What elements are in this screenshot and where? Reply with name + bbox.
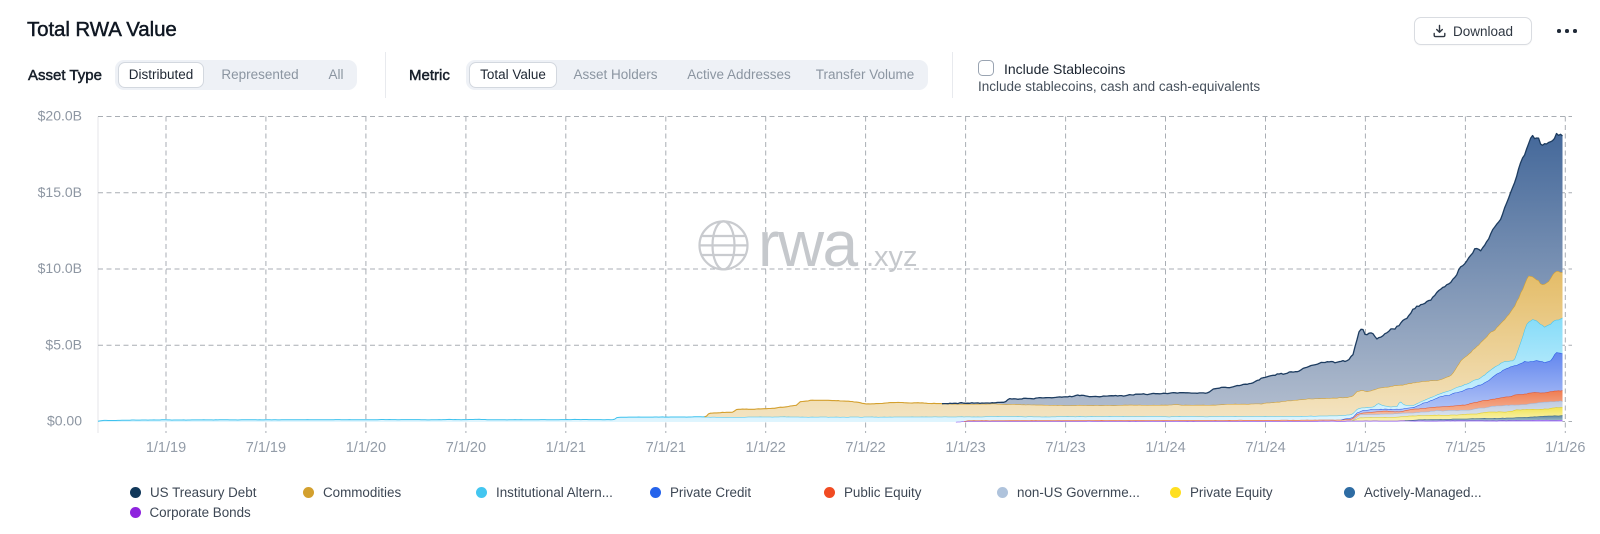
svg-text:1/1/20: 1/1/20 — [346, 440, 386, 456]
svg-text:$15.0B: $15.0B — [38, 184, 82, 200]
svg-text:1/1/23: 1/1/23 — [945, 440, 985, 456]
svg-text:rwa: rwa — [758, 208, 859, 280]
svg-text:7/1/25: 7/1/25 — [1445, 440, 1485, 456]
svg-text:7/1/22: 7/1/22 — [845, 440, 885, 456]
svg-text:7/1/23: 7/1/23 — [1045, 440, 1085, 456]
svg-text:7/1/21: 7/1/21 — [646, 440, 686, 456]
svg-text:1/1/26: 1/1/26 — [1545, 440, 1585, 456]
svg-text:$20.0B: $20.0B — [38, 108, 82, 124]
svg-text:1/1/21: 1/1/21 — [546, 440, 586, 456]
svg-text:$10.0B: $10.0B — [38, 260, 82, 276]
svg-text:1/1/25: 1/1/25 — [1345, 440, 1385, 456]
svg-text:$0.00: $0.00 — [47, 413, 82, 429]
svg-text:.xyz: .xyz — [866, 241, 918, 273]
svg-text:1/1/24: 1/1/24 — [1145, 440, 1185, 456]
svg-text:$5.0B: $5.0B — [45, 336, 82, 352]
svg-text:1/1/22: 1/1/22 — [746, 440, 786, 456]
svg-text:7/1/24: 7/1/24 — [1245, 440, 1285, 456]
svg-text:1/1/19: 1/1/19 — [146, 440, 186, 456]
svg-text:7/1/19: 7/1/19 — [246, 440, 286, 456]
svg-text:7/1/20: 7/1/20 — [446, 440, 486, 456]
